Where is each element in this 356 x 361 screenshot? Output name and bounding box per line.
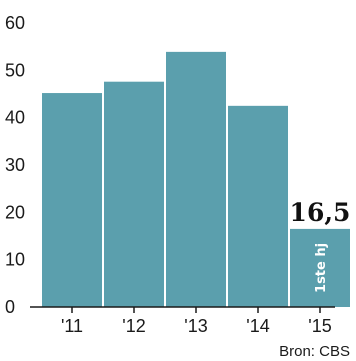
bar-4 xyxy=(290,228,350,307)
bar-0 xyxy=(42,93,102,307)
highlight-bar-label: 1ste hj xyxy=(314,243,329,293)
y-tick-label: 40 xyxy=(5,108,25,128)
highlight-value-label: 16,5 xyxy=(290,198,351,227)
bar-1 xyxy=(104,81,164,308)
y-tick-label: 20 xyxy=(5,202,25,222)
x-tick-label: '12 xyxy=(122,316,145,336)
x-tick-label: '11 xyxy=(61,316,83,336)
y-tick-label: 30 xyxy=(5,155,25,175)
y-tick-label: 10 xyxy=(5,250,25,270)
source-label: Bron: CBS xyxy=(279,343,350,360)
y-axis-ticks: 0 10 20 30 40 50 60 xyxy=(5,13,25,317)
bar-3 xyxy=(228,105,288,307)
x-axis-ticks: '11 '12 '13 '14 '15 xyxy=(61,307,332,336)
y-tick-label: 50 xyxy=(5,60,25,80)
bars-group xyxy=(42,51,350,308)
bar-2 xyxy=(166,51,226,307)
x-tick-label: '14 xyxy=(246,316,269,336)
x-tick-label: '15 xyxy=(308,316,331,336)
y-tick-label: 0 xyxy=(5,297,15,317)
x-tick-label: '13 xyxy=(184,316,207,336)
y-tick-label: 60 xyxy=(5,13,25,33)
